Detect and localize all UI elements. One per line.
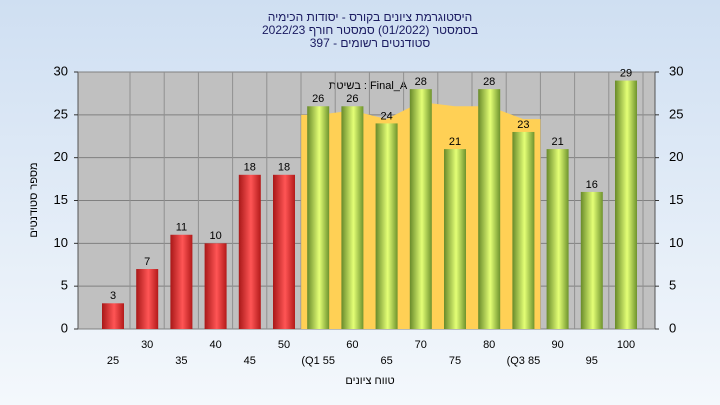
x-tick-label: 30: [141, 339, 153, 351]
value-label: 7: [144, 256, 150, 268]
bar: [341, 106, 364, 330]
bar: [546, 149, 569, 329]
value-label: 16: [586, 179, 598, 191]
bar: [409, 89, 432, 329]
y-tick-label: 0: [669, 320, 676, 335]
y-tick-label: 15: [54, 192, 68, 207]
x-tick-label: 50: [278, 339, 290, 351]
y-tick-label: 15: [669, 192, 683, 207]
bar: [136, 269, 159, 329]
x-tick-label: (Q1 55: [301, 355, 335, 367]
bar: [375, 123, 398, 330]
bar: [204, 243, 227, 329]
value-label: 26: [312, 93, 324, 105]
value-label: 28: [415, 76, 427, 88]
y-tick-label: 0: [61, 320, 68, 335]
title-line: היסטוגרמת ציונים בקורס - יסודות הכימיה: [268, 10, 473, 24]
annotation: בשיטת : Final_A: [329, 80, 408, 92]
x-axis-label: טווח ציונים: [345, 375, 394, 387]
y-tick-label: 30: [669, 63, 683, 78]
value-label: 18: [244, 162, 256, 174]
value-label: 21: [449, 136, 461, 148]
y-tick-label: 10: [54, 235, 68, 250]
value-label: 23: [517, 119, 529, 131]
x-tick-label: 90: [551, 339, 563, 351]
bar: [170, 234, 193, 329]
x-tick-label: 75: [449, 355, 461, 367]
x-tick-label: 95: [586, 355, 598, 367]
bar: [478, 89, 501, 329]
y-tick-label: 30: [54, 63, 68, 78]
x-tick-label: 25: [107, 355, 119, 367]
bar: [307, 106, 330, 330]
y-tick-label: 25: [54, 106, 68, 121]
y-axis-label: מספר סטודנטים: [28, 162, 40, 237]
bar: [580, 191, 603, 329]
x-tick-label: 100: [617, 339, 635, 351]
x-tick-label: 65: [380, 355, 392, 367]
value-label: 26: [346, 93, 358, 105]
y-tick-label: 20: [669, 149, 683, 164]
bar: [615, 80, 637, 329]
value-label: 18: [278, 162, 290, 174]
y-tick-label: 10: [669, 235, 683, 250]
bar: [512, 131, 535, 329]
bar: [273, 174, 295, 329]
title-line: 397 - סטודנטים רשומים: [310, 36, 431, 50]
x-tick-label: (Q3 85: [507, 355, 541, 367]
y-tick-label: 25: [669, 106, 683, 121]
x-tick-label: 80: [483, 339, 495, 351]
x-tick-label: 60: [346, 339, 358, 351]
y-tick-label: 5: [61, 278, 68, 293]
value-label: 3: [110, 290, 116, 302]
title-line: בסמסטר (01/2022) סמסטר חורף 2022/23: [262, 23, 478, 37]
y-tick-label: 20: [54, 149, 68, 164]
x-tick-label: 70: [415, 339, 427, 351]
x-tick-label: 40: [209, 339, 221, 351]
x-tick-label: 35: [175, 355, 187, 367]
value-label: 10: [209, 230, 221, 242]
y-tick-label: 5: [669, 278, 676, 293]
value-label: 24: [380, 110, 392, 122]
bar: [102, 303, 124, 329]
value-label: 11: [176, 222, 187, 234]
bar: [444, 149, 466, 329]
bar: [238, 174, 261, 329]
value-label: 28: [483, 76, 495, 88]
value-label: 21: [551, 136, 563, 148]
x-tick-label: 45: [244, 355, 256, 367]
value-label: 29: [620, 67, 632, 79]
